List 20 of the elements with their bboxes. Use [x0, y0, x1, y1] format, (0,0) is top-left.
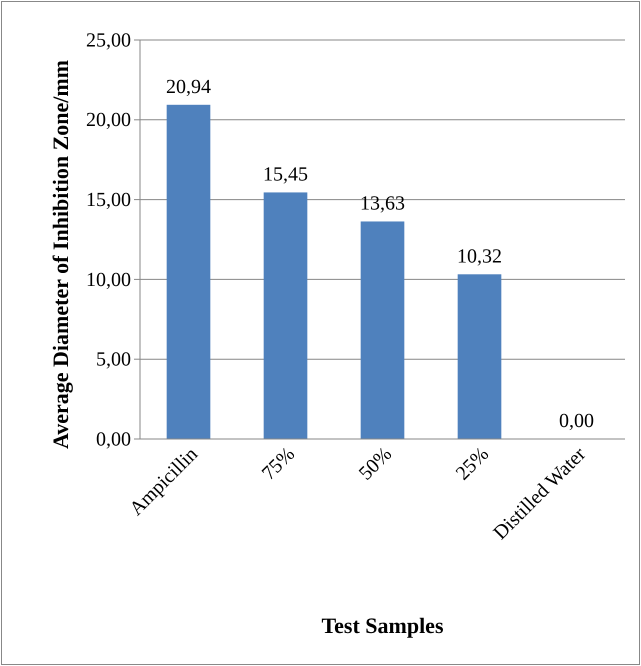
y-tick-label: 25,00: [86, 29, 131, 52]
y-tick-label: 10,00: [86, 268, 131, 291]
data-label: 15,45: [263, 163, 308, 186]
x-tick-label: 50%: [354, 443, 396, 485]
y-tick-label: 20,00: [86, 109, 131, 132]
y-axis-title: Average Diameter of Inhibition Zone/mm: [48, 60, 73, 450]
data-label: 13,63: [360, 192, 405, 214]
data-label: 0,00: [559, 410, 594, 432]
x-tick-label: 25%: [452, 443, 494, 485]
y-tick-label: 5,00: [96, 348, 131, 371]
bar: [458, 274, 502, 439]
data-label: 10,32: [457, 245, 502, 268]
data-label: 20,94: [166, 76, 211, 98]
x-axis-title: Test Samples: [321, 613, 444, 638]
y-tick-label: 15,00: [86, 189, 131, 211]
bar: [360, 221, 404, 439]
bar: [264, 192, 308, 439]
y-tick-label: 0,00: [96, 428, 131, 450]
bar: [166, 104, 210, 439]
x-tick-label: 75%: [258, 443, 300, 485]
